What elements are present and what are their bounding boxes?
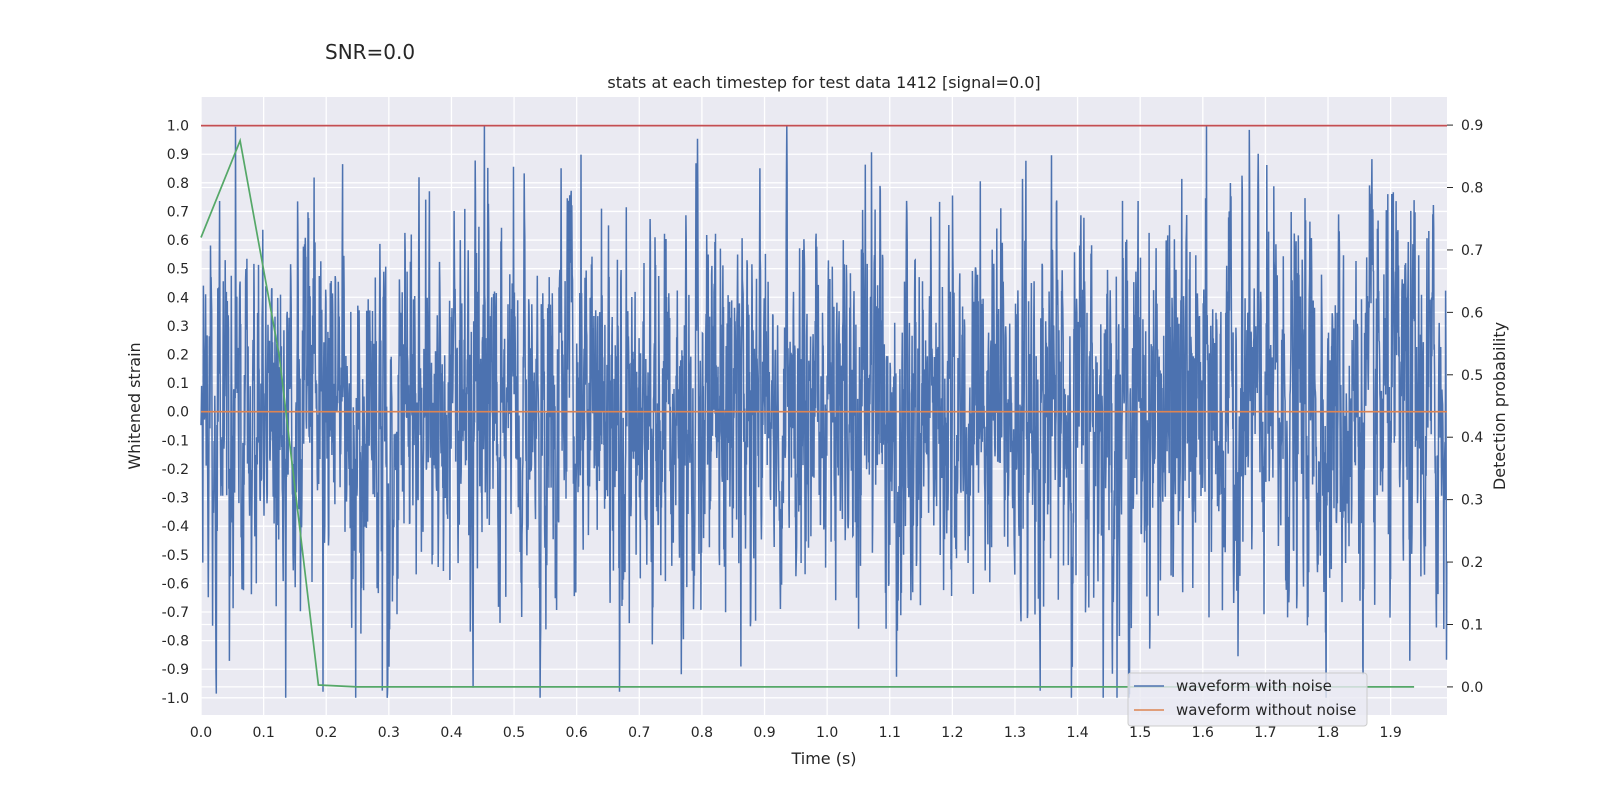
y-tick-label: 0.3 <box>167 319 189 335</box>
y-tick-label: -0.4 <box>162 519 189 535</box>
x-tick-label: 0.6 <box>566 725 588 741</box>
figure-suptitle: SNR=0.0 <box>325 40 416 64</box>
x-tick-label: 1.7 <box>1254 725 1276 741</box>
x-axis: 0.0 0.1 0.2 0.3 0.4 0.5 0.6 0.7 0.8 0.9 1.0 1.1 1.2 1… <box>190 725 1402 741</box>
x-tick-label: 0.8 <box>691 725 713 741</box>
x-tick-label: 1.9 <box>1380 725 1402 741</box>
x-tick-label: 1.4 <box>1066 725 1088 741</box>
y-tick-label: 0.1 <box>167 376 189 392</box>
x-tick-label: 0.1 <box>252 725 274 741</box>
x-tick-label: 1.2 <box>941 725 963 741</box>
y2-tick-label: 0.8 <box>1461 181 1483 197</box>
y2-tick-label: 0.4 <box>1461 430 1483 446</box>
y2-tick-label: 0.5 <box>1461 368 1483 384</box>
y-tick-label: 0.5 <box>167 262 189 278</box>
x-tick-label: 1.8 <box>1317 725 1339 741</box>
x-tick-label: 1.1 <box>879 725 901 741</box>
x-tick-label: 0.9 <box>753 725 775 741</box>
y-tick-label: -0.2 <box>162 462 189 478</box>
x-tick-label: 0.7 <box>628 725 650 741</box>
x-tick-label: 1.6 <box>1192 725 1214 741</box>
y-tick-label: 0.4 <box>167 290 189 306</box>
y-tick-label: -0.9 <box>162 662 189 678</box>
y2-tick-label: 0.6 <box>1461 305 1483 321</box>
y-axis-left: -1.0 -0.9 -0.8 -0.7 -0.6 -0.5 -0.4 -0.3 -0.2 -0.1… <box>162 119 189 707</box>
y-tick-label: -0.3 <box>162 491 189 507</box>
y-axis-label: Whitened strain <box>125 342 144 469</box>
y2-tick-label: 0.2 <box>1461 555 1483 571</box>
legend-label-waveform-without-noise: waveform without noise <box>1176 701 1356 719</box>
y-tick-label: -0.6 <box>162 576 189 592</box>
y-tick-label: 0.8 <box>167 176 189 192</box>
legend: waveform with noise waveform without noi… <box>1127 672 1368 727</box>
x-tick-label: 0.2 <box>315 725 337 741</box>
y-tick-label: -0.7 <box>162 605 189 621</box>
y-tick-label: 0.2 <box>167 348 189 364</box>
x-tick-label: 1.5 <box>1129 725 1151 741</box>
x-axis-label: Time (s) <box>790 749 856 768</box>
y-tick-label: -0.5 <box>162 548 189 564</box>
y-tick-label: 0.9 <box>167 147 189 163</box>
x-tick-label: 0.3 <box>378 725 400 741</box>
y-tick-label: 0.0 <box>167 405 189 421</box>
x-tick-label: 1.3 <box>1004 725 1026 741</box>
series-line-waveform-with-noise <box>200 125 1448 698</box>
y2-tick-label: 0.9 <box>1461 118 1483 134</box>
y-tick-label: -0.8 <box>162 634 189 650</box>
y-tick-label: 0.6 <box>167 233 189 249</box>
y2-tick-label: 0.3 <box>1461 493 1483 509</box>
y2-tick-label: 0.1 <box>1461 617 1483 633</box>
x-tick-label: 0.5 <box>503 725 525 741</box>
x-tick-label: 0.4 <box>440 725 462 741</box>
y2-axis-label: Detection probability <box>1490 322 1509 490</box>
y-tick-label: -0.1 <box>162 433 189 449</box>
y-tick-label: 0.7 <box>167 204 189 220</box>
x-tick-label: 0.0 <box>190 725 212 741</box>
x-tick-label: 1.0 <box>816 725 838 741</box>
y-tick-label: 1.0 <box>167 119 189 135</box>
chart-title: stats at each timestep for test data 141… <box>607 73 1040 92</box>
legend-box <box>1127 672 1368 727</box>
legend-label-waveform-with-noise: waveform with noise <box>1176 677 1332 695</box>
y-tick-label: -1.0 <box>162 691 189 707</box>
y2-tick-label: 0.0 <box>1461 680 1483 696</box>
y-axis-right: 0.0 0.1 0.2 0.3 0.4 0.5 0.6 0.7 0.8 0.9 <box>1447 118 1483 696</box>
y2-tick-label: 0.7 <box>1461 243 1483 259</box>
